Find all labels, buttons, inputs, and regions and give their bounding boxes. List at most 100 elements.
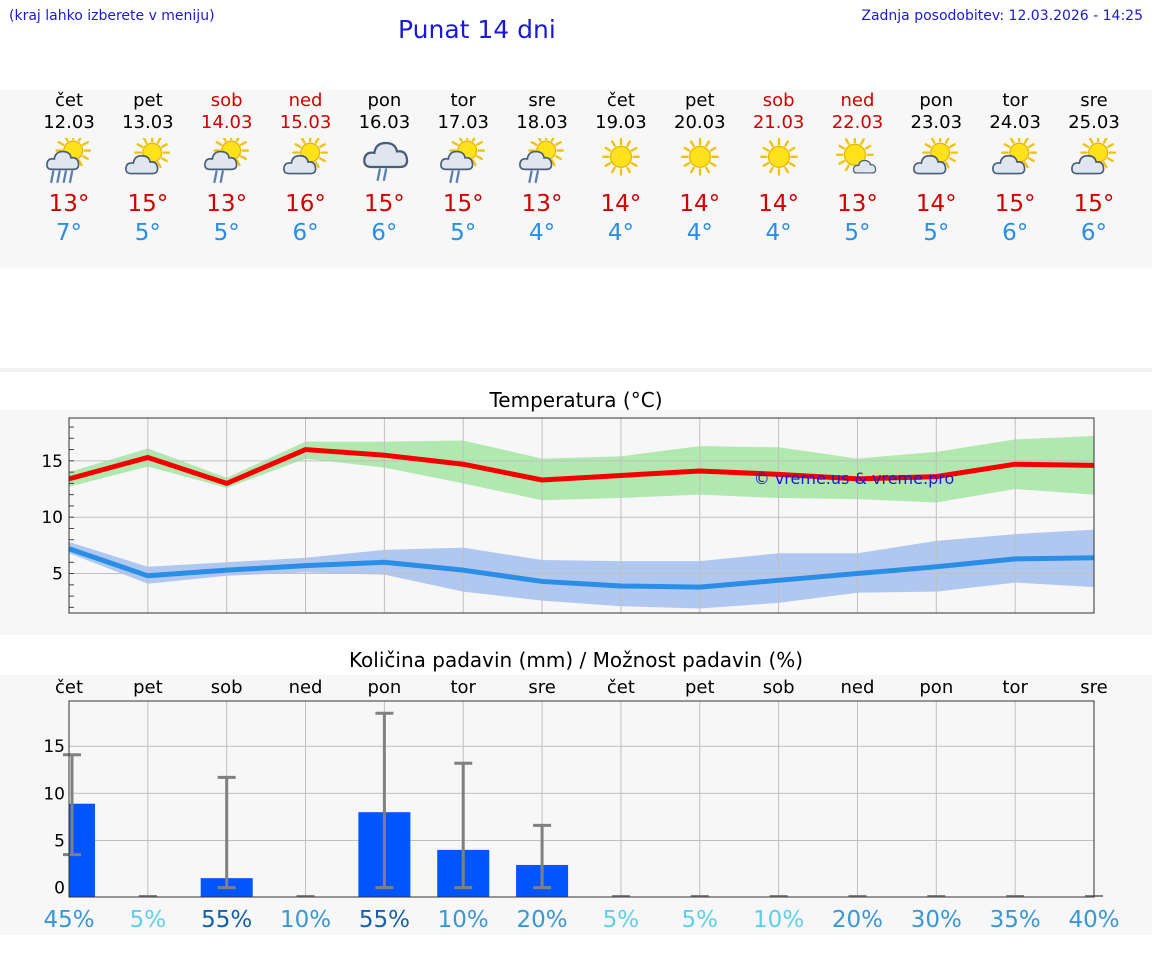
max-temperature-line	[68, 447, 1095, 486]
precipitation-probability: 5%	[603, 907, 640, 933]
cloud-rain-icon	[344, 138, 424, 188]
day-label: pon	[367, 677, 401, 698]
max-temperature: 14°	[758, 191, 799, 217]
sun-cloud-icon	[108, 134, 188, 188]
day-label: čet	[55, 677, 83, 698]
max-temperature-point	[856, 478, 858, 480]
day-column: pon 16.03 15° 6°	[344, 90, 424, 248]
max-temperature: 13°	[48, 191, 90, 217]
day-date: 17.03	[437, 112, 489, 133]
day-label: pet	[685, 677, 715, 698]
min-temperature: 7°	[55, 220, 83, 246]
min-temperature: 6°	[1002, 220, 1029, 246]
max-temperature-point	[935, 476, 937, 478]
day-name: pon	[367, 90, 402, 111]
max-temperature-point	[226, 482, 228, 484]
min-temperature-point	[778, 579, 780, 581]
max-temperature-point	[462, 463, 464, 465]
sun-cloud-icon	[975, 134, 1055, 188]
day-column: čet 12.03 13° 7°	[29, 90, 109, 248]
max-temperature: 13°	[837, 191, 878, 217]
day-date: 22.03	[831, 112, 884, 133]
day-date: 18.03	[516, 112, 568, 133]
temperature-chart-title: Temperatura (°C)	[489, 388, 663, 412]
last-updated-text: Zadnja posodobitev: 12.03.2026 - 14:25	[861, 8, 1143, 24]
day-name: sob	[210, 90, 243, 111]
day-name: čet	[606, 90, 635, 111]
day-column: ned 22.03 13° 5°	[817, 90, 897, 248]
min-temperature-point	[935, 566, 937, 568]
min-temperature-point	[856, 573, 858, 575]
day-name: pet	[684, 90, 715, 111]
day-date: 16.03	[358, 112, 411, 133]
temperature-chart: 5 10 15 © vreme.us & vreme.pro	[41, 417, 1095, 614]
day-column: tor 17.03 15° 5°	[423, 90, 503, 248]
precipitation-chart-title: Količina padavin (mm) / Možnost padavin …	[348, 648, 804, 672]
min-temperature-point	[699, 586, 701, 588]
day-name: tor	[450, 90, 476, 111]
plot-area	[69, 701, 1094, 897]
min-temperature: 6°	[371, 220, 398, 246]
min-temperature-point	[383, 561, 385, 563]
y-tick-label: 10	[43, 784, 65, 804]
max-temperature: 13°	[521, 191, 563, 217]
day-label: ned	[841, 677, 875, 698]
max-temperature-point	[699, 470, 701, 472]
min-temperature-point	[1014, 558, 1016, 560]
max-temperature: 14°	[600, 191, 642, 217]
day-date: 13.03	[122, 112, 174, 133]
precipitation-probability: 55%	[201, 907, 252, 933]
max-temperature-point	[305, 449, 307, 451]
day-label: tor	[1002, 677, 1028, 698]
day-date: 15.03	[279, 112, 332, 133]
sun-icon	[581, 137, 661, 188]
y-tick-label: 10	[41, 508, 63, 528]
day-label: tor	[450, 677, 476, 698]
max-temperature-point	[383, 454, 385, 456]
y-tick-label: 0	[54, 879, 65, 899]
day-column: čet 19.03 14° 4°	[581, 90, 661, 248]
day-label: pet	[133, 677, 163, 698]
precipitation-probability: 10%	[280, 907, 331, 933]
min-temperature-point	[620, 585, 622, 587]
max-temperature-point	[541, 479, 543, 481]
precipitation-probability: 20%	[832, 907, 883, 933]
min-temperature-line	[68, 546, 1095, 590]
day-date: 19.03	[595, 112, 647, 133]
day-column: tor 24.03 15° 6°	[975, 90, 1055, 248]
sun-cloud-heavy-rain-icon	[29, 132, 109, 188]
location-menu-hint: (kraj lahko izberete v meniju)	[9, 8, 215, 24]
day-name: ned	[288, 90, 323, 111]
min-temperature: 5°	[450, 220, 477, 246]
min-temperature: 4°	[528, 220, 556, 246]
sun-cloud-icon	[896, 134, 976, 188]
precipitation-probability: 40%	[1068, 907, 1119, 933]
plot-frame	[68, 417, 1095, 614]
precipitation-probability: 20%	[517, 907, 568, 933]
min-temperature: 5°	[844, 220, 871, 246]
min-temperature-point	[462, 569, 464, 571]
max-temperature: 15°	[994, 191, 1036, 217]
sun-icon	[739, 137, 819, 188]
max-temperature: 13°	[206, 191, 248, 217]
day-label: sre	[1080, 677, 1107, 698]
max-temperature: 14°	[679, 191, 721, 217]
day-column: pet 20.03 14° 4°	[660, 90, 740, 248]
day-name: tor	[1002, 90, 1028, 111]
day-date: 12.03	[43, 112, 95, 133]
precipitation-probability: 30%	[911, 907, 962, 933]
min-temperature-point	[226, 569, 228, 571]
day-label: ned	[289, 677, 323, 698]
day-date: 24.03	[989, 112, 1041, 133]
min-temperature: 6°	[1080, 220, 1108, 246]
day-date: 20.03	[674, 112, 726, 133]
day-date: 21.03	[752, 112, 805, 133]
day-name: sob	[762, 90, 795, 111]
day-label: pon	[919, 677, 953, 698]
max-temperature: 15°	[127, 191, 169, 217]
max-temperature-point	[147, 456, 149, 458]
day-name: sre	[1080, 90, 1108, 111]
day-name: pon	[919, 90, 954, 111]
max-temperature-point	[778, 473, 780, 475]
sun-icon	[660, 137, 740, 188]
